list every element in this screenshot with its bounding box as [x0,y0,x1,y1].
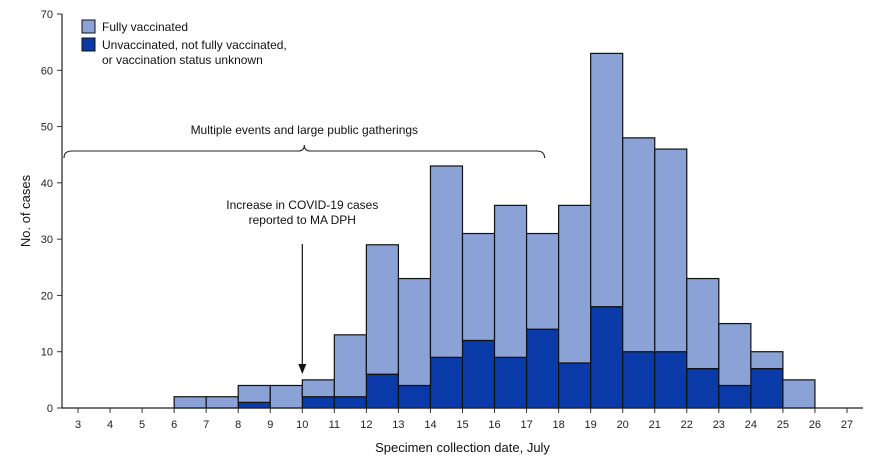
legend-label: or vaccination status unknown [102,53,263,67]
annotations: Multiple events and large public gatheri… [63,123,546,374]
events-bracket [63,144,546,159]
y-tick-label: 30 [41,234,53,246]
arrow-label: Increase in COVID-19 cases [226,198,378,212]
bar-fully-vaccinated-25 [782,379,816,409]
bar-fully-vaccinated-13 [397,277,432,387]
x-axis-title: Specimen collection date, July [375,440,550,455]
bar-fully-vaccinated-7 [205,396,239,409]
bar-unvaccinated-10 [301,396,335,409]
y-axis-title: No. of cases [18,174,33,247]
bars [173,52,816,409]
axes [61,14,863,409]
bar-fully-vaccinated-14 [429,165,464,358]
x-tick-label: 3 [75,419,81,431]
legend-swatch [81,19,96,34]
x-tick-label: 26 [809,419,821,431]
bar-fully-vaccinated-24 [750,351,784,370]
x-tick-label: 7 [203,419,209,431]
arrow-label: reported to MA DPH [249,213,356,227]
x-tick-label: 21 [649,419,661,431]
y-tick-label: 20 [41,290,53,302]
bar-unvaccinated-14 [429,356,464,409]
bracket-label: Multiple events and large public gatheri… [191,123,418,137]
bar-fully-vaccinated-17 [525,232,560,330]
bar-unvaccinated-11 [333,396,367,409]
legend: Fully vaccinated Unvaccinated, not fully … [81,19,287,67]
bar-unvaccinated-24 [750,368,784,409]
bar-fully-vaccinated-6 [173,396,207,409]
x-tick-label: 18 [552,419,564,431]
x-tick-label: 20 [617,419,629,431]
bar-unvaccinated-19 [590,306,624,409]
bar-fully-vaccinated-16 [493,204,528,358]
bar-unvaccinated-15 [461,339,496,409]
x-tick-label: 12 [360,419,372,431]
x-tick-label: 13 [392,419,404,431]
x-tick-label: 8 [235,419,241,431]
bar-fully-vaccinated-23 [718,322,752,387]
x-tick-label: 15 [456,419,468,431]
y-tick-label: 70 [41,9,53,21]
y-tick-label: 50 [41,122,53,134]
x-tick-label: 27 [841,419,853,431]
bar-fully-vaccinated-10 [301,379,335,398]
bar-fully-vaccinated-18 [558,204,592,364]
bar-fully-vaccinated-9 [269,384,303,409]
y-tick-label: 10 [41,347,53,359]
y-tick-label: 60 [41,65,53,77]
bar-fully-vaccinated-20 [622,137,656,353]
bar-unvaccinated-22 [686,368,720,409]
bar-unvaccinated-13 [397,384,432,409]
bar-unvaccinated-16 [493,356,528,409]
arrow-head [298,364,307,374]
legend-label: Fully vaccinated [102,20,188,34]
bar-fully-vaccinated-19 [590,52,624,308]
axis-ticks: 0 10 20 30 40 50 60 70 3 4 5 6 7 8 9 10 11 12 13 14 15 16 17 18… [41,9,853,431]
bar-fully-vaccinated-11 [333,334,367,398]
bar-unvaccinated-21 [654,351,688,409]
bar-unvaccinated-18 [558,362,592,409]
bar-unvaccinated-8 [237,401,271,409]
x-tick-label: 23 [713,419,725,431]
bar-unvaccinated-20 [622,351,656,409]
x-tick-label: 25 [777,419,789,431]
bar-fully-vaccinated-22 [686,277,720,370]
x-tick-label: 10 [296,419,308,431]
x-tick-label: 19 [585,419,597,431]
bar-fully-vaccinated-8 [237,384,271,403]
x-tick-label: 22 [681,419,693,431]
x-tick-label: 24 [745,419,757,431]
y-tick-label: 0 [47,403,53,415]
bar-fully-vaccinated-21 [654,148,688,353]
x-tick-label: 16 [488,419,500,431]
legend-label: Unvaccinated, not fully vaccinated, [102,38,287,52]
bar-fully-vaccinated-15 [461,232,496,342]
bar-unvaccinated-23 [718,384,752,409]
bar-unvaccinated-12 [365,373,400,409]
x-tick-label: 11 [329,419,340,431]
bar-unvaccinated-17 [525,328,560,409]
x-tick-label: 5 [139,419,145,431]
y-tick-label: 40 [41,178,53,190]
legend-swatch [81,37,96,52]
x-tick-label: 14 [424,419,436,431]
x-tick-label: 17 [520,419,532,431]
x-tick-label: 6 [171,419,177,431]
bar-fully-vaccinated-12 [365,244,400,375]
x-tick-label: 9 [267,419,273,431]
x-tick-label: 4 [107,419,113,431]
